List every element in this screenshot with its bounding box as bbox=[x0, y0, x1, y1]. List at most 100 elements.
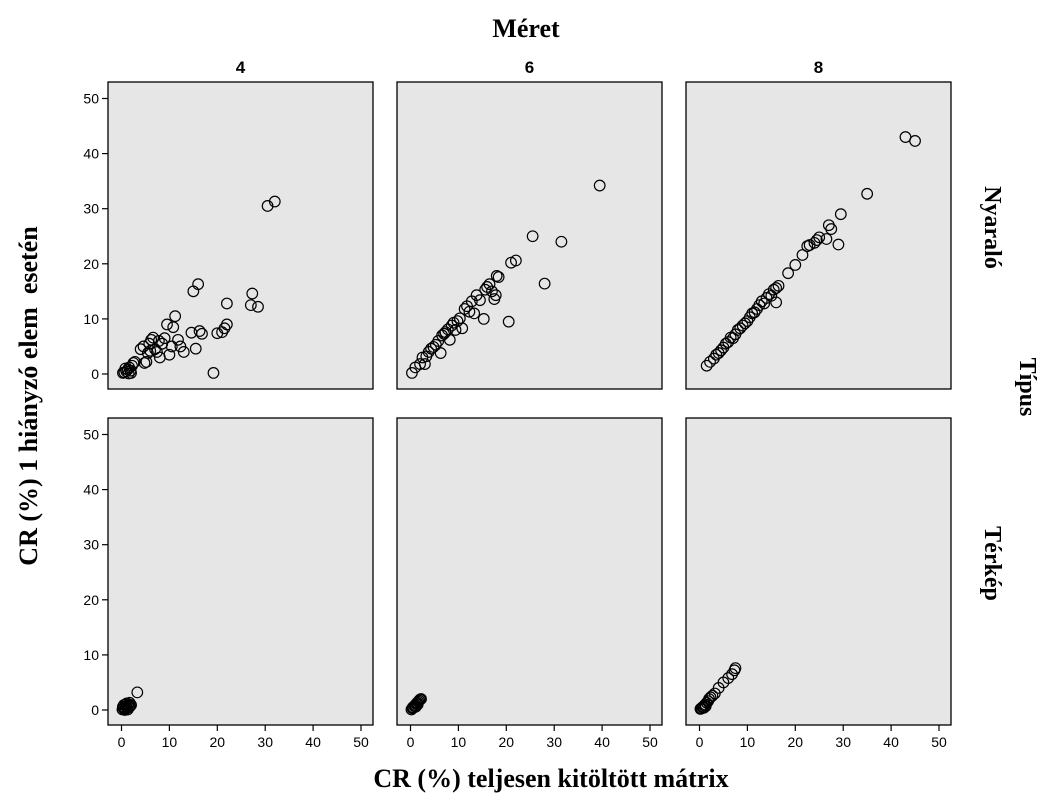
data-point bbox=[509, 254, 522, 267]
data-point bbox=[477, 313, 490, 325]
data-point bbox=[434, 347, 447, 359]
panel-térkép-4 bbox=[107, 417, 374, 726]
y-tick-label: 20 bbox=[83, 592, 99, 608]
data-point bbox=[121, 703, 134, 716]
data-point bbox=[699, 700, 712, 713]
data-point bbox=[220, 318, 233, 331]
data-point bbox=[706, 689, 719, 702]
data-point bbox=[456, 322, 469, 335]
data-point bbox=[144, 344, 157, 357]
data-point bbox=[483, 278, 496, 291]
data-point bbox=[861, 187, 874, 200]
y-tick-label: 20 bbox=[83, 256, 99, 272]
data-point bbox=[220, 297, 233, 310]
data-point bbox=[468, 307, 481, 320]
column-facet-label-8: 8 bbox=[814, 58, 823, 77]
data-point bbox=[697, 701, 710, 714]
data-point bbox=[246, 287, 259, 300]
data-point bbox=[770, 296, 783, 309]
data-point bbox=[810, 234, 823, 247]
data-point bbox=[704, 691, 717, 704]
data-point bbox=[244, 299, 257, 312]
data-point bbox=[163, 348, 176, 361]
data-point bbox=[140, 355, 153, 368]
data-point bbox=[169, 310, 182, 323]
data-point bbox=[147, 331, 160, 344]
data-point bbox=[700, 359, 713, 372]
x-tick-label: 0 bbox=[696, 734, 704, 750]
data-point bbox=[770, 282, 783, 294]
y-tick-label: 10 bbox=[83, 647, 99, 663]
data-point bbox=[758, 297, 771, 310]
data-point bbox=[158, 332, 171, 345]
data-point bbox=[474, 294, 486, 307]
data-point bbox=[704, 355, 716, 368]
x-tick-label: 40 bbox=[305, 734, 321, 750]
data-point bbox=[123, 696, 136, 709]
data-point bbox=[449, 324, 462, 336]
data-point bbox=[414, 358, 426, 370]
data-point bbox=[129, 355, 141, 368]
data-point bbox=[151, 346, 163, 358]
y-tick-label: 30 bbox=[83, 537, 99, 553]
data-point bbox=[492, 271, 505, 283]
y-tick-label: 0 bbox=[91, 366, 99, 382]
data-point bbox=[820, 233, 833, 245]
data-point bbox=[490, 270, 503, 282]
data-point bbox=[909, 135, 921, 147]
data-point bbox=[167, 321, 180, 334]
data-point bbox=[196, 327, 208, 340]
x-tick-label: 30 bbox=[546, 734, 562, 750]
panel-térkép-8 bbox=[685, 417, 952, 726]
panel-nyaraló-4 bbox=[107, 81, 374, 390]
y-tick-label: 30 bbox=[83, 201, 99, 217]
data-point bbox=[486, 285, 498, 298]
data-point bbox=[268, 195, 281, 208]
column-facet-label-6: 6 bbox=[525, 58, 534, 77]
y-tick-label: 0 bbox=[91, 702, 99, 718]
data-point bbox=[834, 208, 847, 221]
data-point bbox=[134, 343, 147, 356]
data-point bbox=[555, 235, 568, 248]
data-point bbox=[443, 333, 456, 346]
column-facet-label-4: 4 bbox=[236, 58, 246, 77]
data-point bbox=[252, 300, 264, 313]
data-point bbox=[165, 340, 178, 353]
x-tick-label: 30 bbox=[835, 734, 851, 750]
x-tick-label: 30 bbox=[257, 734, 273, 750]
data-point bbox=[172, 333, 184, 346]
panel-térkép-6 bbox=[396, 417, 663, 726]
data-point bbox=[193, 325, 206, 337]
row-facet-title: Típus bbox=[1014, 358, 1040, 417]
x-tick-label: 50 bbox=[931, 734, 947, 750]
y-tick-label: 50 bbox=[83, 91, 99, 107]
data-point bbox=[782, 267, 795, 280]
y-tick-label: 40 bbox=[83, 482, 99, 498]
row-facet-label-nyaraló: Nyaraló bbox=[979, 186, 1005, 269]
x-axis-label: CR (%) teljesen kitöltött mátrix bbox=[373, 764, 728, 793]
data-point bbox=[789, 259, 802, 271]
data-point bbox=[489, 289, 502, 302]
data-point bbox=[502, 315, 515, 328]
data-point bbox=[418, 358, 431, 370]
data-point bbox=[593, 179, 606, 192]
row-facet-label-térkép: Térkép bbox=[979, 526, 1005, 601]
data-point bbox=[832, 238, 845, 251]
data-point bbox=[177, 346, 190, 358]
data-point bbox=[119, 362, 132, 375]
x-tick-label: 50 bbox=[642, 734, 658, 750]
x-tick-label: 20 bbox=[210, 734, 226, 750]
data-point bbox=[189, 342, 202, 355]
data-point bbox=[411, 698, 424, 711]
data-point bbox=[813, 231, 826, 244]
data-point bbox=[772, 279, 785, 292]
data-point bbox=[729, 662, 742, 675]
data-point bbox=[192, 278, 205, 291]
y-tick-label: 10 bbox=[83, 311, 99, 327]
data-point bbox=[152, 335, 165, 347]
x-tick-label: 20 bbox=[788, 734, 804, 750]
data-point bbox=[131, 686, 144, 699]
x-tick-label: 50 bbox=[353, 734, 369, 750]
data-point bbox=[161, 318, 173, 331]
x-tick-label: 10 bbox=[162, 734, 178, 750]
